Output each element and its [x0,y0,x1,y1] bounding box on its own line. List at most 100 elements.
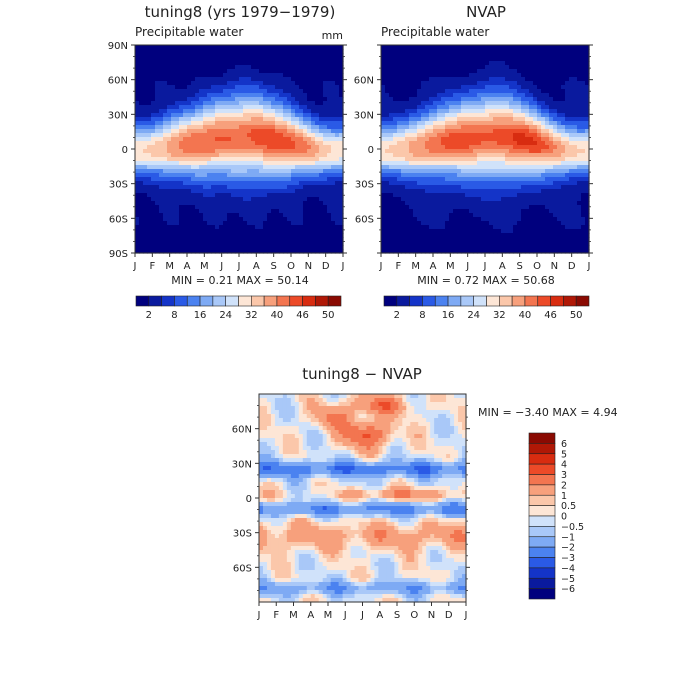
map-cell [577,205,582,210]
map-cell [263,109,268,114]
map-cell [147,225,152,230]
map-cell [143,77,148,82]
map-cell [505,85,510,90]
map-cell [469,113,474,118]
map-cell [223,157,228,162]
map-cell [335,49,340,54]
map-cell [457,105,462,110]
map-cell [549,201,554,206]
map-cell [271,53,276,58]
map-cell [449,49,454,54]
map-cell [247,109,252,114]
map-cell [323,193,328,198]
map-cell [303,149,308,154]
map-cell [493,141,498,146]
map-cell [155,249,160,254]
map-cell [417,105,422,110]
map-cell [215,113,220,118]
map-cell [577,181,582,186]
map-cell [585,125,590,130]
map-cell [267,101,272,106]
map-cell [413,153,418,158]
map-cell [259,69,264,74]
map-cell [577,173,582,178]
map-cell [263,229,268,234]
map-cell [203,133,208,138]
map-cell [327,141,332,146]
map-cell [481,161,486,166]
map-cell [271,233,276,238]
map-cell [529,185,534,190]
map-cell [327,45,332,50]
map-cell [493,113,498,118]
map-cell [541,57,546,62]
map-cell [335,93,340,98]
map-cell [457,189,462,194]
map-cell [389,177,394,182]
map-cell [295,225,300,230]
map-cell [275,153,280,158]
map-cell [477,169,482,174]
map-cell [501,109,506,114]
map-cell [175,101,180,106]
map-cell [421,141,426,146]
map-cell [199,189,204,194]
map-cell [405,137,410,142]
map-cell [429,117,434,122]
map-cell [311,149,316,154]
map-cell [581,105,586,110]
map-cell [339,197,344,202]
map-cell [393,109,398,114]
map-cell [529,85,534,90]
map-cell [207,89,212,94]
map-cell [445,117,450,122]
map-cell [247,173,252,178]
map-cell [299,77,304,82]
map-cell [453,125,458,130]
map-cell [485,161,490,166]
map-cell [561,49,566,54]
map-cell [219,229,224,234]
map-cell [223,209,228,214]
map-cell [303,221,308,226]
map-cell [303,105,308,110]
map-cell [581,85,586,90]
map-cell [315,245,320,250]
map-cell [215,225,220,230]
map-cell [533,165,538,170]
map-cell [219,81,224,86]
map-cell [445,213,450,218]
map-cell [401,101,406,106]
map-cell [279,249,284,254]
map-cell [199,109,204,114]
map-cell [449,89,454,94]
map-cell [505,177,510,182]
map-cell [565,181,570,186]
map-cell [307,125,312,130]
map-cell [413,125,418,130]
map-cell [207,149,212,154]
map-cell [335,149,340,154]
map-cell [315,209,320,214]
map-cell [279,113,284,118]
map-cell [453,117,458,122]
map-cell [481,57,486,62]
map-cell [541,181,546,186]
map-cell [139,173,144,178]
map-cell [517,153,522,158]
map-cell [275,121,280,126]
map-cell [215,69,220,74]
map-cell [155,81,160,86]
map-cell [573,185,578,190]
map-cell [489,205,494,210]
map-cell [393,169,398,174]
map-cell [195,45,200,50]
map-cell [319,165,324,170]
map-cell [275,137,280,142]
map-cell [175,61,180,66]
map-cell [449,129,454,134]
map-cell [243,113,248,118]
map-cell [183,149,188,154]
map-cell [453,153,458,158]
map-cell [561,189,566,194]
